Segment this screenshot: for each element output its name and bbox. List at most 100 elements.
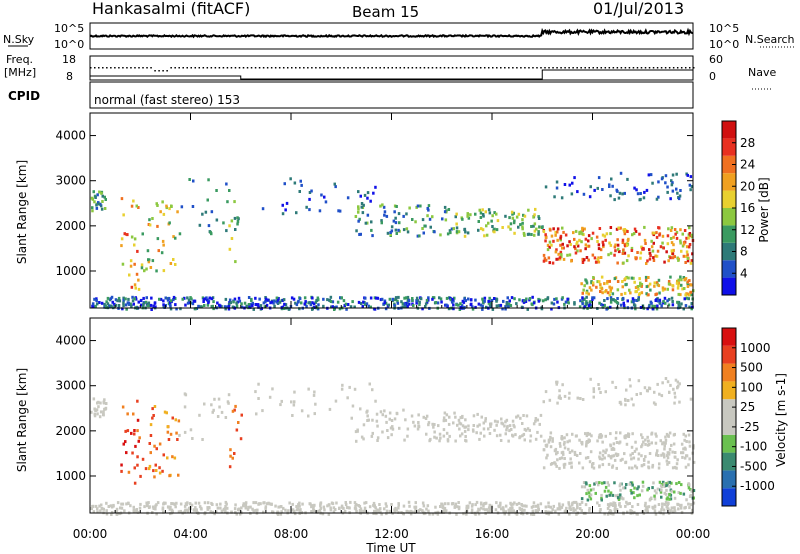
echo-cell [272,301,275,305]
nave-dot [528,67,530,69]
echo-cell [495,423,498,427]
echo-cell [642,196,646,200]
echo-cell [504,504,508,508]
echo-cell [353,387,357,391]
echo-cell [601,291,604,295]
echo-cell [619,488,622,492]
echo-cell [123,232,126,236]
echo-cell [100,301,104,305]
echo-cell [619,226,622,230]
echo-cell [550,301,554,305]
echo-cell [101,194,104,198]
nave-dot [427,67,430,69]
echo-cell [668,497,671,501]
echo-cell [154,305,157,309]
echo-cell [685,440,688,443]
echo-cell [612,454,616,458]
echo-cell [559,396,562,400]
echo-cell [581,226,584,230]
echo-cell [321,512,325,516]
echo-cell [636,285,640,288]
echo-cell [654,299,657,302]
echo-cell [542,299,545,303]
echo-cell [175,501,178,505]
echo-cell [240,506,243,510]
velocity-cbar-tick: -1000 [740,479,775,493]
echo-cell [93,305,96,309]
echo-cell [573,237,576,241]
echo-cell [519,416,522,420]
echo-cell [427,509,430,513]
echo-cell [616,288,620,292]
echo-cell [655,434,658,438]
echo-cell [528,428,531,432]
nave-dot [218,67,221,69]
echo-cell [609,296,613,300]
nave-dot [632,67,635,69]
echo-cell [590,434,593,438]
nave-dot [266,67,269,69]
echo-cell [690,293,693,297]
echo-cell [174,236,177,240]
echo-cell [509,501,512,505]
echo-cell [262,510,265,514]
echo-cell [383,213,386,217]
echo-cell [409,509,413,513]
xtick-label: 20:00 [575,527,610,541]
echo-cell [610,503,613,506]
echo-cell [227,307,231,311]
echo-cell [663,296,667,300]
echo-cell [389,231,392,234]
echo-cell [377,509,381,513]
echo-cell [384,307,388,311]
echo-cell [174,418,177,422]
echo-cell [664,441,667,445]
echo-cell [162,453,165,457]
echo-cell [95,299,98,303]
echo-cell [452,307,455,311]
echo-cell [580,230,583,234]
echo-cell [373,307,377,311]
echo-cell [124,440,127,444]
echo-cell [373,504,376,508]
echo-cell [447,422,451,426]
echo-cell [562,442,566,446]
echo-cell [148,464,152,468]
echo-cell [279,512,283,516]
echo-cell [524,300,528,303]
echo-cell [654,254,657,258]
echo-cell [356,429,359,433]
echo-cell [478,423,481,427]
echo-cell [472,414,476,418]
echo-cell [132,199,135,203]
echo-cell [445,413,449,417]
echo-cell [533,229,537,233]
echo-cell [532,501,536,505]
echo-cell [632,403,635,407]
echo-cell [189,428,193,432]
nave-dot [146,67,148,69]
echo-cell [431,215,434,219]
echo-cell [276,298,280,302]
echo-cell [469,213,472,217]
echo-cell [635,466,639,470]
echo-cell [357,207,360,211]
echo-cell [630,397,633,401]
echo-cell [479,501,483,505]
echo-cell [423,224,426,228]
echo-cell [383,210,387,214]
echo-cell [542,448,546,452]
echo-cell [404,418,407,422]
echo-cell [680,283,683,287]
echo-cell [354,504,357,508]
echo-cell [173,502,176,506]
echo-cell [657,180,660,184]
echo-cell [681,287,684,291]
echo-cell [506,296,509,300]
echo-cell [195,508,198,512]
echo-cell [636,251,639,254]
echo-cell [592,487,595,491]
echo-cell [646,284,650,288]
echo-cell [667,297,671,301]
echo-cell [568,240,571,244]
